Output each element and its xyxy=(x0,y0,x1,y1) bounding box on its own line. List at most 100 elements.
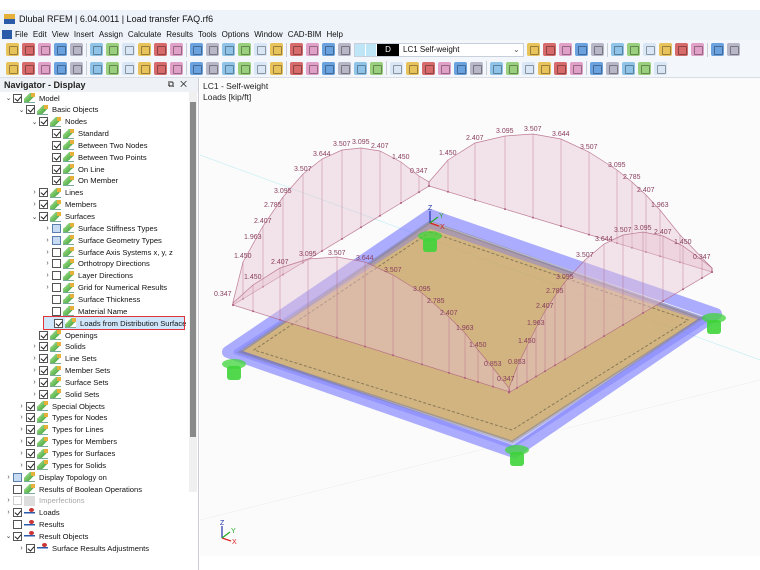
checkbox[interactable] xyxy=(39,354,48,364)
chevron-down-icon[interactable]: ⌄ xyxy=(5,95,12,102)
chevron-right-icon[interactable]: › xyxy=(7,509,10,517)
project-icon[interactable] xyxy=(70,43,83,56)
link-icon[interactable] xyxy=(654,61,667,75)
block-icon[interactable] xyxy=(306,43,319,56)
chevron-right-icon[interactable]: › xyxy=(20,438,23,446)
menu-assign[interactable]: Assign xyxy=(98,29,123,39)
checkbox[interactable] xyxy=(52,223,61,233)
checkbox[interactable] xyxy=(26,543,35,553)
tree-item-surface-stiffness-types[interactable]: › Surface Stiffness Types xyxy=(0,222,189,234)
surface-plate[interactable] xyxy=(240,222,702,442)
support-icon[interactable] xyxy=(418,231,442,252)
navigator-scrollbar[interactable] xyxy=(189,92,197,492)
surface-load-icon[interactable] xyxy=(627,43,640,56)
chevron-right-icon[interactable]: › xyxy=(20,450,23,457)
menu-cad-bim[interactable]: CAD-BIM xyxy=(287,29,322,39)
tree-item-nodes[interactable]: ⌄ Nodes xyxy=(0,116,189,128)
checkbox[interactable] xyxy=(26,105,35,115)
chevron-right-icon[interactable]: › xyxy=(20,544,23,552)
chevron-down-icon[interactable]: ⌄ xyxy=(5,533,12,541)
chevron-right-icon[interactable]: › xyxy=(33,343,36,351)
checkbox[interactable] xyxy=(52,294,61,304)
tree-item-loads-from-distribution-surface[interactable]: Loads from Distribution Surface xyxy=(43,316,186,331)
load-case-select[interactable]: D LC1 Self-weight ⌄ xyxy=(354,42,524,57)
tree-item-on-line[interactable]: On Line xyxy=(0,163,189,175)
tree-item-results-of-boolean-operations[interactable]: Results of Boolean Operations xyxy=(0,483,189,495)
tree-item-lines[interactable]: › Lines xyxy=(0,187,189,199)
checkbox[interactable] xyxy=(39,117,48,127)
tree-item-members[interactable]: › Members xyxy=(0,199,189,211)
menu-calculate[interactable]: Calculate xyxy=(127,29,162,39)
print-icon[interactable] xyxy=(106,43,119,56)
view-rotate-icon[interactable] xyxy=(622,61,635,75)
view-iso-icon[interactable] xyxy=(606,61,619,75)
scrollbar-thumb[interactable] xyxy=(190,102,196,437)
menu-insert[interactable]: Insert xyxy=(73,29,94,39)
table-display-icon[interactable] xyxy=(659,43,672,56)
menu-view[interactable]: View xyxy=(51,29,69,39)
tree-item-orthotropy-directions[interactable]: › Orthotropy Directions xyxy=(0,258,189,270)
menu-window[interactable]: Window xyxy=(254,29,283,39)
checkbox[interactable] xyxy=(39,366,48,376)
checkbox[interactable] xyxy=(52,259,61,269)
tree-item-standard[interactable]: Standard xyxy=(0,128,189,140)
pin-icon[interactable] xyxy=(538,61,551,75)
result-display-icon[interactable] xyxy=(575,43,588,56)
checkbox[interactable] xyxy=(39,200,48,210)
surface-load-icon[interactable] xyxy=(254,61,267,75)
checkbox[interactable] xyxy=(52,306,61,316)
load-wizard-2-icon[interactable] xyxy=(338,43,351,56)
axis-icon[interactable] xyxy=(406,61,419,75)
checkbox[interactable] xyxy=(39,330,48,340)
arc-icon[interactable] xyxy=(54,61,67,75)
angle-icon[interactable] xyxy=(554,61,567,75)
tree-item-between-two-nodes[interactable]: Between Two Nodes xyxy=(0,139,189,151)
chevron-down-icon[interactable]: ⌄ xyxy=(18,106,25,114)
chevron-down-icon[interactable]: ⌄ xyxy=(31,213,38,221)
tree-item-solid-sets[interactable]: › Solid Sets xyxy=(0,388,189,400)
dimension-icon[interactable] xyxy=(691,43,704,56)
support-icon[interactable] xyxy=(702,313,726,334)
chevron-right-icon[interactable]: › xyxy=(46,224,49,232)
load-wizard-icon[interactable] xyxy=(322,43,335,56)
tree-item-line-sets[interactable]: › Line Sets xyxy=(0,353,189,365)
view-icon[interactable] xyxy=(338,61,351,75)
grid-icon[interactable] xyxy=(727,43,740,56)
chevron-right-icon[interactable]: › xyxy=(33,355,36,363)
support-node-icon[interactable] xyxy=(70,61,83,75)
chevron-right-icon[interactable]: › xyxy=(33,189,36,197)
shape-icon[interactable] xyxy=(370,61,383,75)
frame-icon[interactable] xyxy=(322,61,335,75)
checkbox[interactable] xyxy=(52,140,61,150)
view-section-icon[interactable] xyxy=(638,61,651,75)
prev-icon[interactable] xyxy=(527,43,540,56)
tree-item-loads[interactable]: › Loads xyxy=(0,507,189,519)
chevron-right-icon[interactable]: › xyxy=(46,260,49,268)
solid-icon[interactable] xyxy=(643,43,656,56)
checkbox[interactable] xyxy=(26,449,35,458)
tree-item-member-sets[interactable]: › Member Sets xyxy=(0,365,189,377)
solid-icon[interactable] xyxy=(138,61,151,75)
tree-item-surface-axis-systems-x-y-z[interactable]: › Surface Axis Systems x, y, z xyxy=(0,246,189,258)
checkbox[interactable] xyxy=(52,235,61,245)
load-diagram[interactable] xyxy=(428,133,713,273)
dim1-icon[interactable] xyxy=(438,61,451,75)
tree-item-openings[interactable]: Openings xyxy=(0,329,189,341)
member-icon[interactable] xyxy=(170,61,183,75)
chevron-right-icon[interactable]: › xyxy=(20,426,23,434)
table-icon[interactable] xyxy=(206,43,219,56)
menu-help[interactable]: Help xyxy=(326,29,343,39)
checkbox[interactable] xyxy=(26,460,35,470)
console-icon[interactable] xyxy=(238,43,251,56)
model-scene[interactable]: 3.507 3.0952.4071.4500.3473.6443.5073.095… xyxy=(200,78,760,556)
chevron-right-icon[interactable]: › xyxy=(33,390,36,398)
tree-item-surface-results-adjustments[interactable]: › Surface Results Adjustments xyxy=(0,542,189,554)
section-icon[interactable] xyxy=(711,43,724,56)
checkbox[interactable] xyxy=(13,508,22,518)
tree-item-surface-sets[interactable]: › Surface Sets xyxy=(0,376,189,388)
node-load-icon[interactable] xyxy=(222,61,235,75)
load-diagram[interactable] xyxy=(232,256,511,393)
chevron-right-icon[interactable]: › xyxy=(46,236,49,244)
chevron-right-icon[interactable]: › xyxy=(46,284,49,292)
checkbox[interactable] xyxy=(52,283,61,293)
